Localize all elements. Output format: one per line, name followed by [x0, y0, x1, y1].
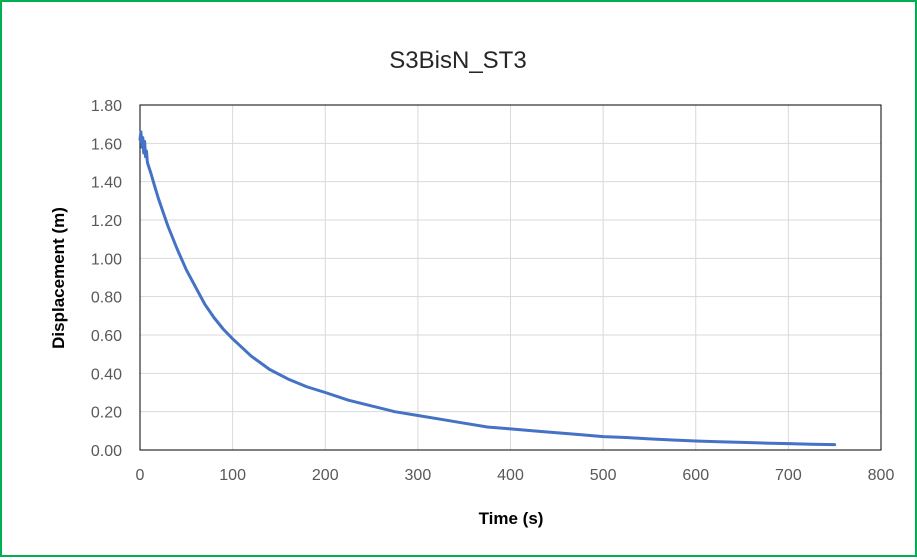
x-tick-label: 400 — [497, 467, 524, 484]
x-tick-label: 0 — [136, 467, 145, 484]
x-tick-label: 500 — [590, 467, 617, 484]
series-line — [138, 130, 837, 447]
y-tick-label: 0.20 — [91, 405, 122, 422]
x-tick-label: 700 — [775, 467, 802, 484]
y-tick-label: 0.00 — [91, 443, 122, 460]
y-tick-label: 1.60 — [91, 136, 122, 153]
x-tick-labels: 0 100 200 300 400 500 600 700 800 — [136, 467, 895, 484]
x-tick-label: 800 — [868, 467, 895, 484]
y-tick-label: 0.60 — [91, 328, 122, 345]
y-tick-label: 0.80 — [91, 290, 122, 307]
grid-layer — [139, 104, 882, 451]
y-tick-label: 1.80 — [91, 98, 122, 115]
x-tick-label: 100 — [219, 467, 246, 484]
y-tick-labels: 0.00 0.20 0.40 0.60 0.80 1.00 1.20 1.40 1.60 1.80 — [91, 98, 122, 460]
y-tick-label: 0.40 — [91, 366, 122, 383]
chart-title: S3BisN_ST3 — [389, 47, 526, 74]
x-tick-label: 200 — [312, 467, 339, 484]
x-tick-label: 300 — [405, 467, 432, 484]
y-tick-label: 1.20 — [91, 213, 122, 230]
x-axis-label: Time (s) — [479, 509, 544, 528]
plot-area — [139, 104, 882, 451]
y-tick-label: 1.40 — [91, 175, 122, 192]
y-axis-label: Displacement (m) — [49, 207, 68, 349]
y-tick-label: 1.00 — [91, 251, 122, 268]
series-layer — [138, 130, 837, 447]
x-tick-label: 600 — [682, 467, 709, 484]
